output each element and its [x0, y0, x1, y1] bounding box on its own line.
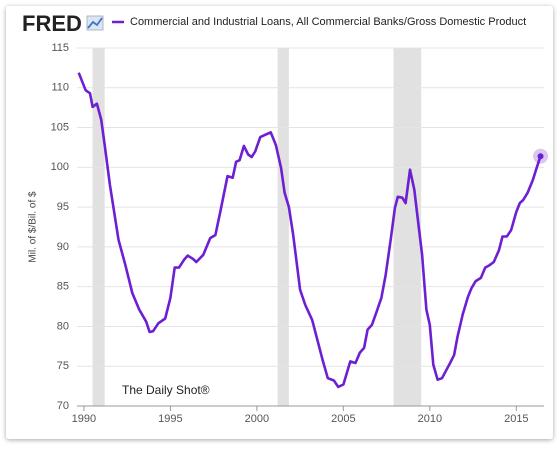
legend-label: Commercial and Industrial Loans, All Com… [130, 16, 526, 28]
x-tick-label: 2010 [418, 413, 442, 425]
brand-icon [86, 15, 104, 31]
x-tick-label: 2015 [504, 413, 528, 425]
legend: Commercial and Industrial Loans, All Com… [112, 16, 526, 28]
y-axis-label: Mil. of $/Bil. of $ [28, 191, 39, 263]
annotation: The Daily Shot® [122, 383, 210, 397]
brand: FRED [22, 11, 82, 36]
y-tick-label: 115 [51, 42, 69, 54]
y-tick-label: 75 [57, 360, 69, 372]
x-tick-label: 2005 [331, 413, 355, 425]
recession-band [393, 48, 422, 406]
y-tick-label: 95 [57, 201, 69, 213]
y-tick-label: 70 [57, 400, 69, 412]
recession-band [92, 48, 105, 406]
recession-band [277, 48, 289, 406]
x-tick-label: 1995 [158, 413, 182, 425]
x-tick-label: 2000 [245, 413, 269, 425]
y-tick-label: 85 [57, 281, 69, 293]
y-tick-label: 80 [57, 320, 69, 332]
line [77, 72, 542, 389]
plot: 70 75 80 85 90 95 100 105 110 115 1990 1995 2000 2005… [28, 42, 549, 425]
last-point [537, 153, 544, 160]
y-tick-label: 90 [57, 241, 69, 253]
y-tick-label: 105 [51, 121, 69, 133]
y-tick-label: 100 [51, 161, 69, 173]
y-tick-label: 110 [51, 82, 69, 94]
x-tick-label: 1990 [72, 413, 96, 425]
